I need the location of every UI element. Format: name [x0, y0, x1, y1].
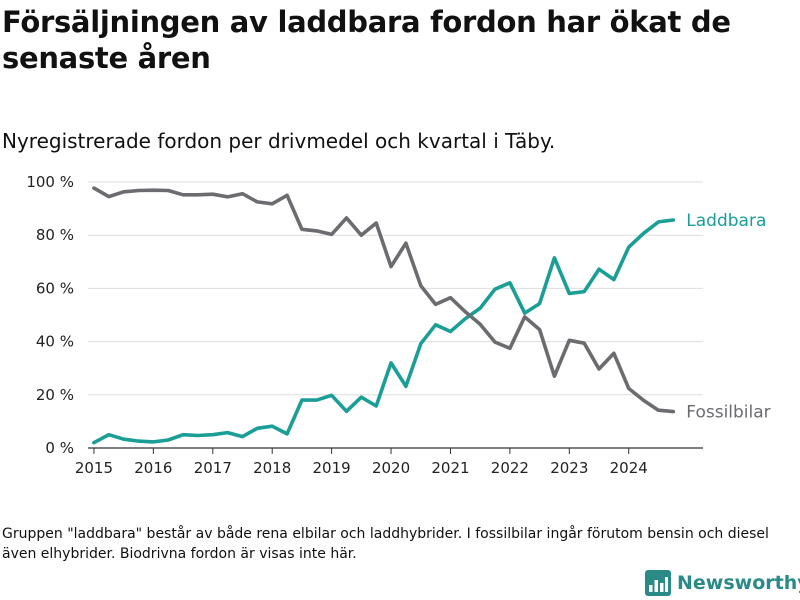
- y-tick-label: 100 %: [26, 173, 74, 191]
- series-label-fossilbilar: Fossilbilar: [686, 403, 770, 423]
- brand-name: Newsworthy: [677, 572, 800, 594]
- y-tick-label: 80 %: [36, 226, 74, 244]
- line-chart: 0 % 20 % 40 % 60 % 80 % 100 % 2015 2016 2017 2018…: [26, 173, 771, 477]
- x-tick-label: 2015: [75, 459, 113, 477]
- x-tick-label: 2019: [313, 459, 351, 477]
- brand-logo: Newsworthy: [645, 570, 800, 596]
- x-tick-label: 2016: [134, 459, 172, 477]
- footnote: Gruppen "laddbara" består av både rena e…: [2, 526, 769, 562]
- x-tick-label: 2020: [372, 459, 410, 477]
- x-tick-label: 2024: [610, 459, 648, 477]
- series-label-laddbara: Laddbara: [686, 211, 766, 231]
- x-tick-label: 2023: [550, 459, 588, 477]
- y-tick-label: 0 %: [45, 439, 74, 457]
- series-line-laddbara: [92, 218, 676, 445]
- x-tick-label: 2018: [253, 459, 291, 477]
- series-layer: Laddbara Fossilbilar: [92, 186, 771, 445]
- axis-layer: 0 % 20 % 40 % 60 % 80 % 100 % 2015 2016 2017 2018…: [26, 173, 703, 477]
- newsworthy-logo-icon: [645, 570, 671, 596]
- y-tick-label: 60 %: [36, 279, 74, 297]
- page-title: Försäljningen av laddbara fordon har öka…: [2, 5, 731, 75]
- grid-layer: [88, 181, 703, 396]
- x-tick-label: 2017: [194, 459, 232, 477]
- y-tick-label: 20 %: [36, 386, 74, 404]
- x-tick-label: 2021: [431, 459, 469, 477]
- chart-subtitle: Nyregistrerade fordon per drivmedel och …: [2, 129, 556, 153]
- y-tick-label: 40 %: [36, 333, 74, 351]
- series-line-fossilbilar: [92, 186, 676, 414]
- x-tick-label: 2022: [491, 459, 529, 477]
